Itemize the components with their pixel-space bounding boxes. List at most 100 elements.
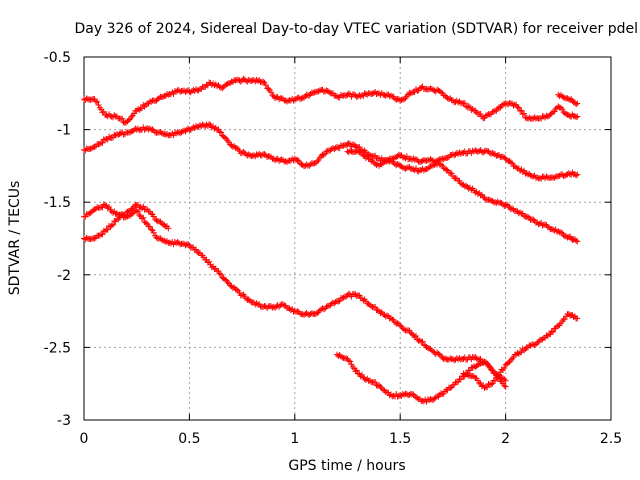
data-point [372, 304, 379, 311]
data-point [272, 94, 279, 101]
data-point [125, 117, 132, 124]
data-point [460, 149, 467, 156]
data-point [96, 232, 103, 239]
data-point [353, 293, 360, 300]
data-point [469, 364, 476, 371]
y-tick-label: -3 [57, 413, 71, 429]
data-point [88, 145, 95, 152]
x-tick-label: 2.5 [600, 431, 622, 447]
data-point [403, 153, 410, 160]
data-point [333, 93, 340, 100]
data-point [401, 154, 408, 161]
data-point [546, 112, 553, 119]
data-point [203, 121, 210, 128]
data-point [530, 173, 537, 180]
data-point [245, 296, 252, 303]
data-point [84, 211, 91, 218]
data-point [496, 104, 503, 111]
data-point [574, 315, 581, 322]
data-point [559, 106, 566, 113]
data-point [353, 367, 360, 374]
chart-title: Day 326 of 2024, Sidereal Day-to-day VTE… [75, 21, 639, 37]
data-point [456, 355, 463, 362]
data-point [384, 312, 391, 319]
series-satellite-5 [81, 201, 172, 243]
data-point [456, 177, 463, 184]
data-point [240, 148, 247, 155]
axis-ticks: 0 0.5 1 1.5 2 2.5 -3 -2.5 -2 -1.5 -1 -0.5 [44, 50, 622, 447]
data-point [254, 78, 261, 85]
data-point [422, 342, 429, 349]
data-point [272, 157, 279, 164]
data-point [521, 110, 528, 117]
data-point [502, 155, 509, 162]
data-marks [81, 75, 581, 405]
data-point [106, 203, 113, 210]
data-point [481, 385, 488, 392]
data-point [557, 229, 564, 236]
data-point [94, 98, 101, 105]
data-point [356, 292, 363, 299]
y-tick-label: -0.5 [44, 50, 71, 66]
data-point [303, 91, 310, 98]
data-point [561, 315, 568, 322]
data-point [499, 101, 506, 108]
data-point [109, 209, 116, 216]
data-point [574, 171, 581, 178]
data-point [164, 130, 171, 137]
data-point [477, 360, 484, 367]
data-point [133, 207, 140, 214]
data-point [136, 212, 143, 219]
data-point [261, 151, 268, 158]
data-point [509, 160, 516, 167]
data-point [493, 374, 500, 381]
data-point [161, 222, 168, 229]
data-point [384, 158, 391, 165]
data-point [275, 157, 282, 164]
data-point [390, 155, 397, 162]
data-point [505, 359, 512, 366]
data-point [91, 144, 98, 151]
data-point [314, 158, 321, 165]
data-point [344, 292, 351, 299]
data-point [460, 356, 467, 363]
data-point [102, 202, 109, 209]
x-tick-label: 1.5 [389, 431, 411, 447]
data-point [368, 158, 375, 165]
data-point [290, 97, 297, 104]
data-point [138, 215, 145, 222]
data-point [427, 345, 434, 352]
data-point [307, 161, 314, 168]
data-point [451, 152, 458, 159]
data-point [419, 338, 426, 345]
data-point [476, 379, 483, 386]
data-point [315, 88, 322, 95]
data-point [514, 349, 521, 356]
data-point [563, 111, 570, 118]
data-point [146, 223, 153, 230]
data-point [381, 311, 388, 318]
data-point [108, 222, 115, 229]
data-point [104, 226, 111, 233]
data-point [503, 156, 510, 163]
data-point [468, 186, 475, 193]
data-point [373, 162, 380, 169]
data-point [206, 120, 213, 127]
data-point [378, 161, 385, 168]
data-point [447, 385, 454, 392]
data-point [414, 394, 421, 401]
data-point [266, 153, 273, 160]
data-point [374, 307, 381, 314]
data-point [368, 303, 375, 310]
data-point [443, 356, 450, 363]
data-point [574, 238, 581, 245]
data-point [360, 374, 367, 381]
data-point [480, 360, 487, 367]
data-point [573, 101, 580, 108]
data-point [518, 166, 525, 173]
data-point [123, 209, 130, 216]
data-point [531, 114, 538, 121]
data-point [120, 212, 127, 219]
data-point [559, 171, 566, 178]
data-point [534, 340, 541, 347]
